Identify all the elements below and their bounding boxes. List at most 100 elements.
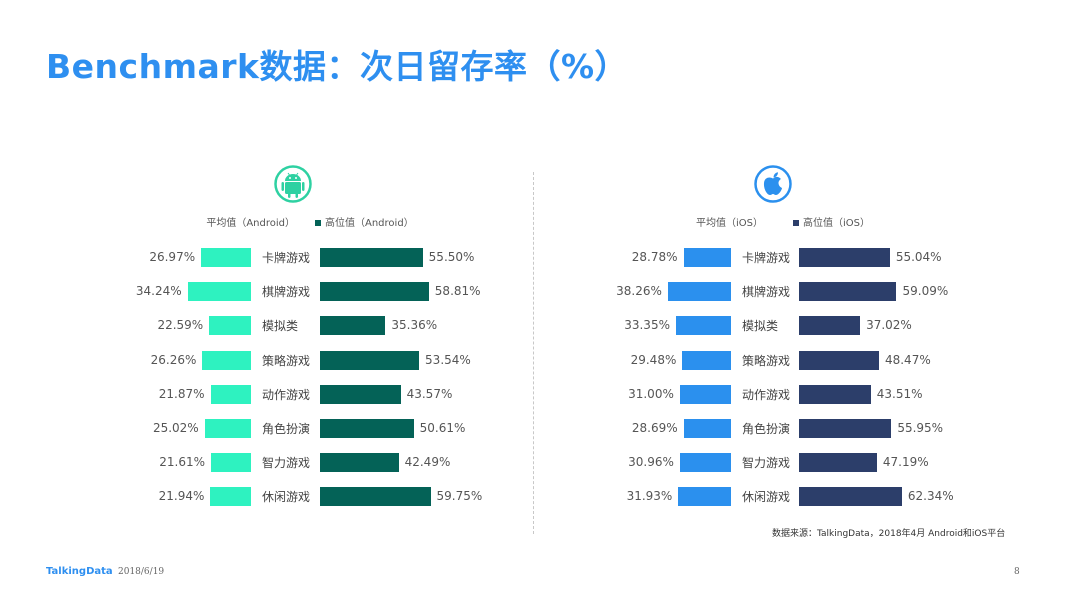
chart-row: 21.87% 动作游戏 43.57% xyxy=(20,384,520,405)
avg-value-label: 26.26% xyxy=(150,352,197,367)
median-bar xyxy=(799,350,879,370)
avg-value-label: 29.48% xyxy=(630,352,677,367)
avg-value-label: 28.78% xyxy=(631,250,678,264)
median-value-label: 50.61% xyxy=(419,421,466,435)
chart-row: 21.61% 智力游戏 42.49% xyxy=(20,453,520,473)
avg-value-label: 28.69% xyxy=(631,421,678,435)
median-bar xyxy=(320,419,414,438)
category-label: 休闲游戏 xyxy=(742,490,791,505)
median-bar xyxy=(799,248,890,267)
chart-row: 25.02% 角色扮演 50.61% xyxy=(20,419,520,439)
avg-bar xyxy=(210,487,251,507)
chart-row: 26.97% 卡牌游戏 55.50% xyxy=(20,248,520,268)
category-label: 动作游戏 xyxy=(742,387,791,402)
avg-value-label: 30.96% xyxy=(628,455,674,470)
avg-bar xyxy=(667,282,731,302)
category-label: 策略游戏 xyxy=(262,353,311,368)
avg-bar xyxy=(679,453,731,473)
category-label: 卡牌游戏 xyxy=(742,251,791,265)
page-number: 8 xyxy=(1014,567,1020,577)
chart-row: 28.69% 角色扮演 55.95% xyxy=(530,419,1030,439)
median-value-label: 42.49% xyxy=(404,455,451,470)
legend-swatch xyxy=(793,220,799,226)
avg-value-label: 33.35% xyxy=(624,318,670,333)
chart-row: 22.59% 模拟类 35.36% xyxy=(20,316,520,336)
legend-median-label: 高位值（Android） xyxy=(325,218,414,229)
category-label: 模拟类 xyxy=(742,319,779,334)
median-bar xyxy=(320,384,401,404)
avg-bar xyxy=(209,316,251,336)
category-label: 棋牌游戏 xyxy=(742,285,791,300)
median-bar xyxy=(320,248,423,267)
category-label: 动作游戏 xyxy=(262,387,311,402)
panel-divider xyxy=(533,172,534,534)
avg-bar xyxy=(682,350,731,370)
legend-median-label: 高位值（iOS） xyxy=(803,218,870,229)
avg-bar xyxy=(210,384,251,404)
avg-value-label: 25.02% xyxy=(152,421,199,435)
talkingdata-logo: TalkingData xyxy=(46,566,113,577)
avg-value-label: 26.97% xyxy=(149,250,196,264)
category-label: 智力游戏 xyxy=(742,456,791,471)
median-bar xyxy=(320,350,420,370)
median-value-label: 53.54% xyxy=(425,352,471,367)
avg-value-label: 38.26% xyxy=(616,284,662,299)
avg-bar xyxy=(679,384,731,404)
median-value-label: 55.50% xyxy=(428,250,475,264)
avg-value-label: 34.24% xyxy=(135,284,182,299)
median-value-label: 35.36% xyxy=(391,318,438,333)
page-title: Benchmark数据：次日留存率（%） xyxy=(46,47,629,86)
median-bar xyxy=(799,282,897,302)
avg-bar xyxy=(202,350,251,370)
chart-row: 31.00% 动作游戏 43.51% xyxy=(530,384,1030,405)
median-value-label: 37.02% xyxy=(866,318,912,333)
category-label: 卡牌游戏 xyxy=(262,251,311,265)
category-label: 模拟类 xyxy=(262,319,299,334)
median-value-label: 43.51% xyxy=(876,386,923,401)
median-bar xyxy=(799,487,902,507)
median-bar xyxy=(320,453,399,473)
avg-value-label: 31.93% xyxy=(626,489,673,504)
median-value-label: 43.57% xyxy=(406,386,453,401)
legend-median: 高位值（Android） xyxy=(315,214,414,229)
avg-bar xyxy=(683,248,731,267)
avg-bar xyxy=(204,419,251,438)
legend-avg: 平均值（Android） xyxy=(206,218,295,229)
median-bar xyxy=(799,453,877,473)
category-label: 休闲游戏 xyxy=(262,490,311,505)
median-bar xyxy=(799,384,871,404)
category-label: 智力游戏 xyxy=(262,456,311,471)
category-label: 角色扮演 xyxy=(262,422,311,436)
data-source-note: 数据来源：TalkingData，2018年4月 Android和iOS平台 xyxy=(772,529,1006,539)
chart-row: 31.93% 休闲游戏 62.34% xyxy=(530,487,1030,507)
category-label: 棋牌游戏 xyxy=(262,285,311,300)
avg-bar xyxy=(683,419,731,438)
chart-row: 26.26% 策略游戏 53.54% xyxy=(20,350,520,371)
median-bar xyxy=(799,419,892,438)
legend-avg: 平均值（iOS） xyxy=(696,218,763,229)
median-value-label: 47.19% xyxy=(882,455,929,470)
footer-date: 2018/6/19 xyxy=(118,567,165,577)
android-retention-chart: 平均值（Android） 高位值（Android） 26.97% 卡牌游戏 55.5… xyxy=(20,160,520,520)
avg-bar xyxy=(187,282,251,302)
legend-swatch xyxy=(315,220,321,226)
median-bar xyxy=(320,316,386,336)
chart-row: 28.78% 卡牌游戏 55.04% xyxy=(530,248,1030,268)
avg-value-label: 21.94% xyxy=(158,489,205,504)
ios-retention-chart: 平均值（iOS） 高位值（iOS） 28.78% 卡牌游戏 55.04% 38.26%… xyxy=(530,160,1030,520)
median-bar xyxy=(320,282,429,302)
avg-bar xyxy=(201,248,251,267)
avg-value-label: 21.87% xyxy=(158,386,205,401)
median-value-label: 62.34% xyxy=(907,489,954,504)
avg-value-label: 31.00% xyxy=(628,386,674,401)
median-bar xyxy=(320,487,431,507)
median-value-label: 48.47% xyxy=(884,352,931,367)
chart-row: 33.35% 模拟类 37.02% xyxy=(530,316,1030,336)
median-value-label: 55.95% xyxy=(897,421,944,435)
median-bar xyxy=(799,316,861,336)
avg-value-label: 21.61% xyxy=(159,455,206,470)
median-value-label: 59.09% xyxy=(902,284,949,299)
chart-row: 21.94% 休闲游戏 59.75% xyxy=(20,487,520,507)
median-value-label: 55.04% xyxy=(895,250,942,264)
chart-row: 34.24% 棋牌游戏 58.81% xyxy=(20,282,520,302)
